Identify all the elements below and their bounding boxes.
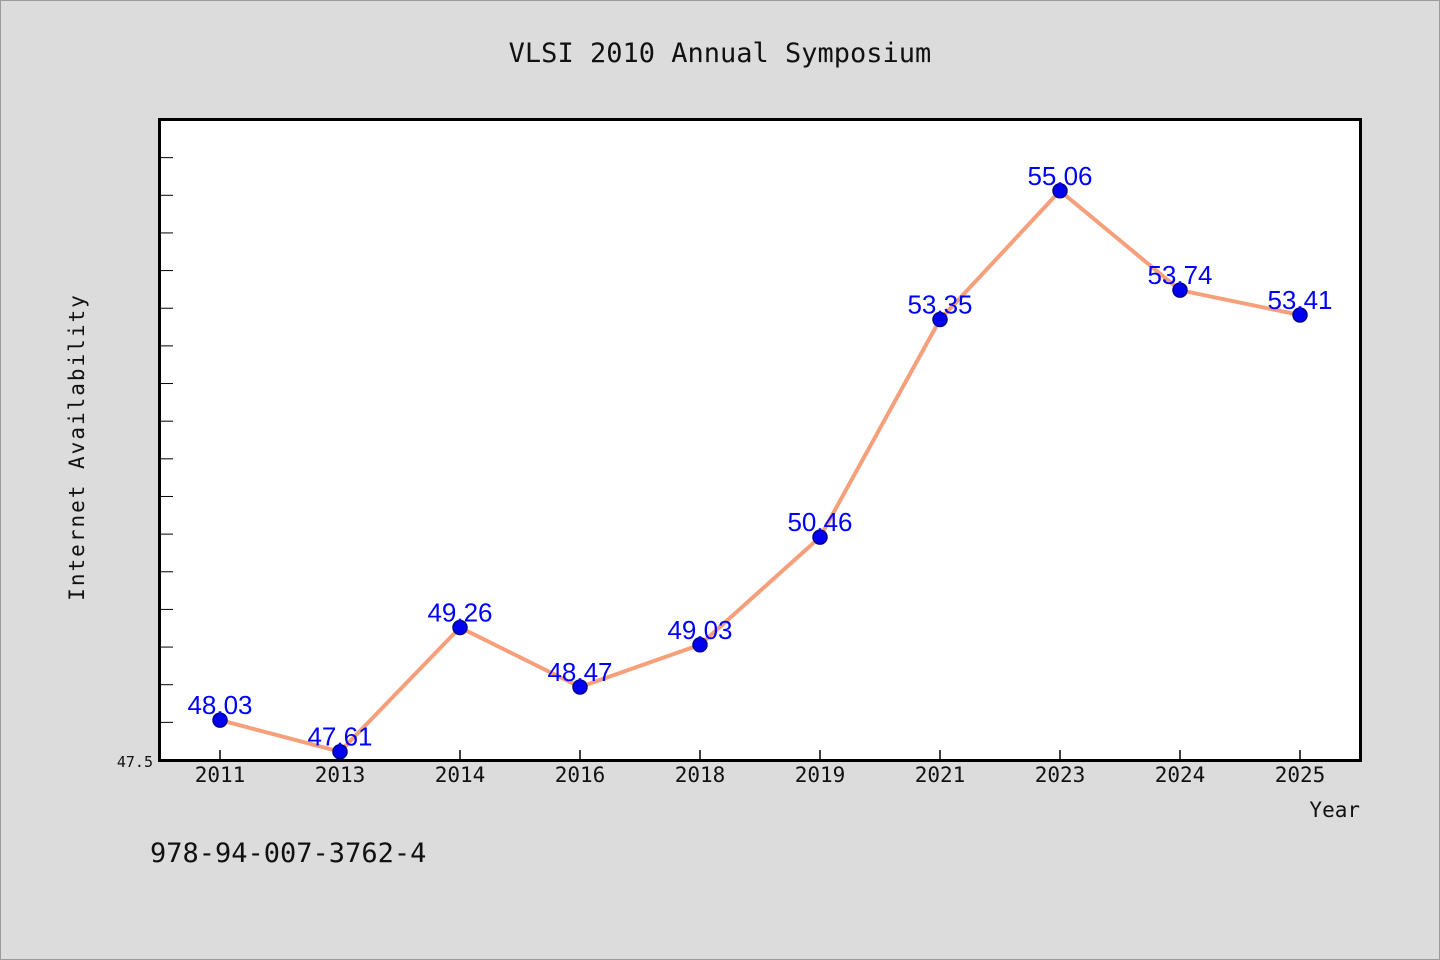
y-axis-ticks: [160, 157, 173, 723]
data-point: [1292, 307, 1308, 323]
x-tick-label: 2024: [1155, 763, 1206, 787]
data-label: 53.41: [1267, 285, 1332, 315]
x-tick-label: 2011: [195, 763, 246, 787]
data-point: [212, 712, 228, 728]
data-label: 49.03: [667, 615, 732, 645]
x-tick-label: 2018: [675, 763, 726, 787]
data-point: [932, 311, 948, 328]
chart-title: VLSI 2010 Annual Symposium: [509, 38, 932, 69]
data-label: 50.46: [787, 507, 852, 537]
data-label: 48.03: [187, 690, 252, 720]
x-tick-label: 2019: [795, 763, 846, 787]
data-label: 47.61: [307, 722, 372, 752]
plot-area: [158, 118, 1362, 762]
x-tick-labels: 2011 2013 2014 2016 2018 2019 2021 2023 2024 2025: [195, 763, 1326, 787]
y-tick-label: 47.5: [117, 753, 153, 771]
data-point: [572, 679, 588, 695]
data-point: [1052, 183, 1068, 199]
data-label: 55.06: [1027, 161, 1092, 191]
series-line: [219, 188, 1301, 754]
data-point: [332, 743, 348, 760]
x-tick-label: 2023: [1035, 763, 1086, 787]
data-label: 48.47: [547, 657, 612, 687]
x-tick-label: 2016: [555, 763, 606, 787]
x-tick-label: 2025: [1275, 763, 1326, 787]
x-tick-label: 2014: [435, 763, 486, 787]
x-tick-label: 2013: [315, 763, 366, 787]
x-tick-label: 2021: [915, 763, 966, 787]
data-labels: 48.03 47.61 49.26 48.47 49.03 50.46 53.35 55.06…: [187, 161, 1332, 752]
x-axis-label: Year: [1309, 798, 1360, 822]
data-label: 49.26: [427, 597, 492, 627]
footer-isbn: 978-94-007-3762-4: [150, 838, 426, 869]
data-point: [452, 619, 468, 636]
y-axis-label: Internet Availability: [65, 293, 89, 601]
data-point: [692, 637, 708, 653]
data-point: [812, 529, 828, 545]
data-markers: [212, 183, 1308, 760]
data-point: [1172, 282, 1188, 298]
data-label: 53.35: [907, 290, 972, 320]
data-label: 53.74: [1147, 260, 1212, 290]
